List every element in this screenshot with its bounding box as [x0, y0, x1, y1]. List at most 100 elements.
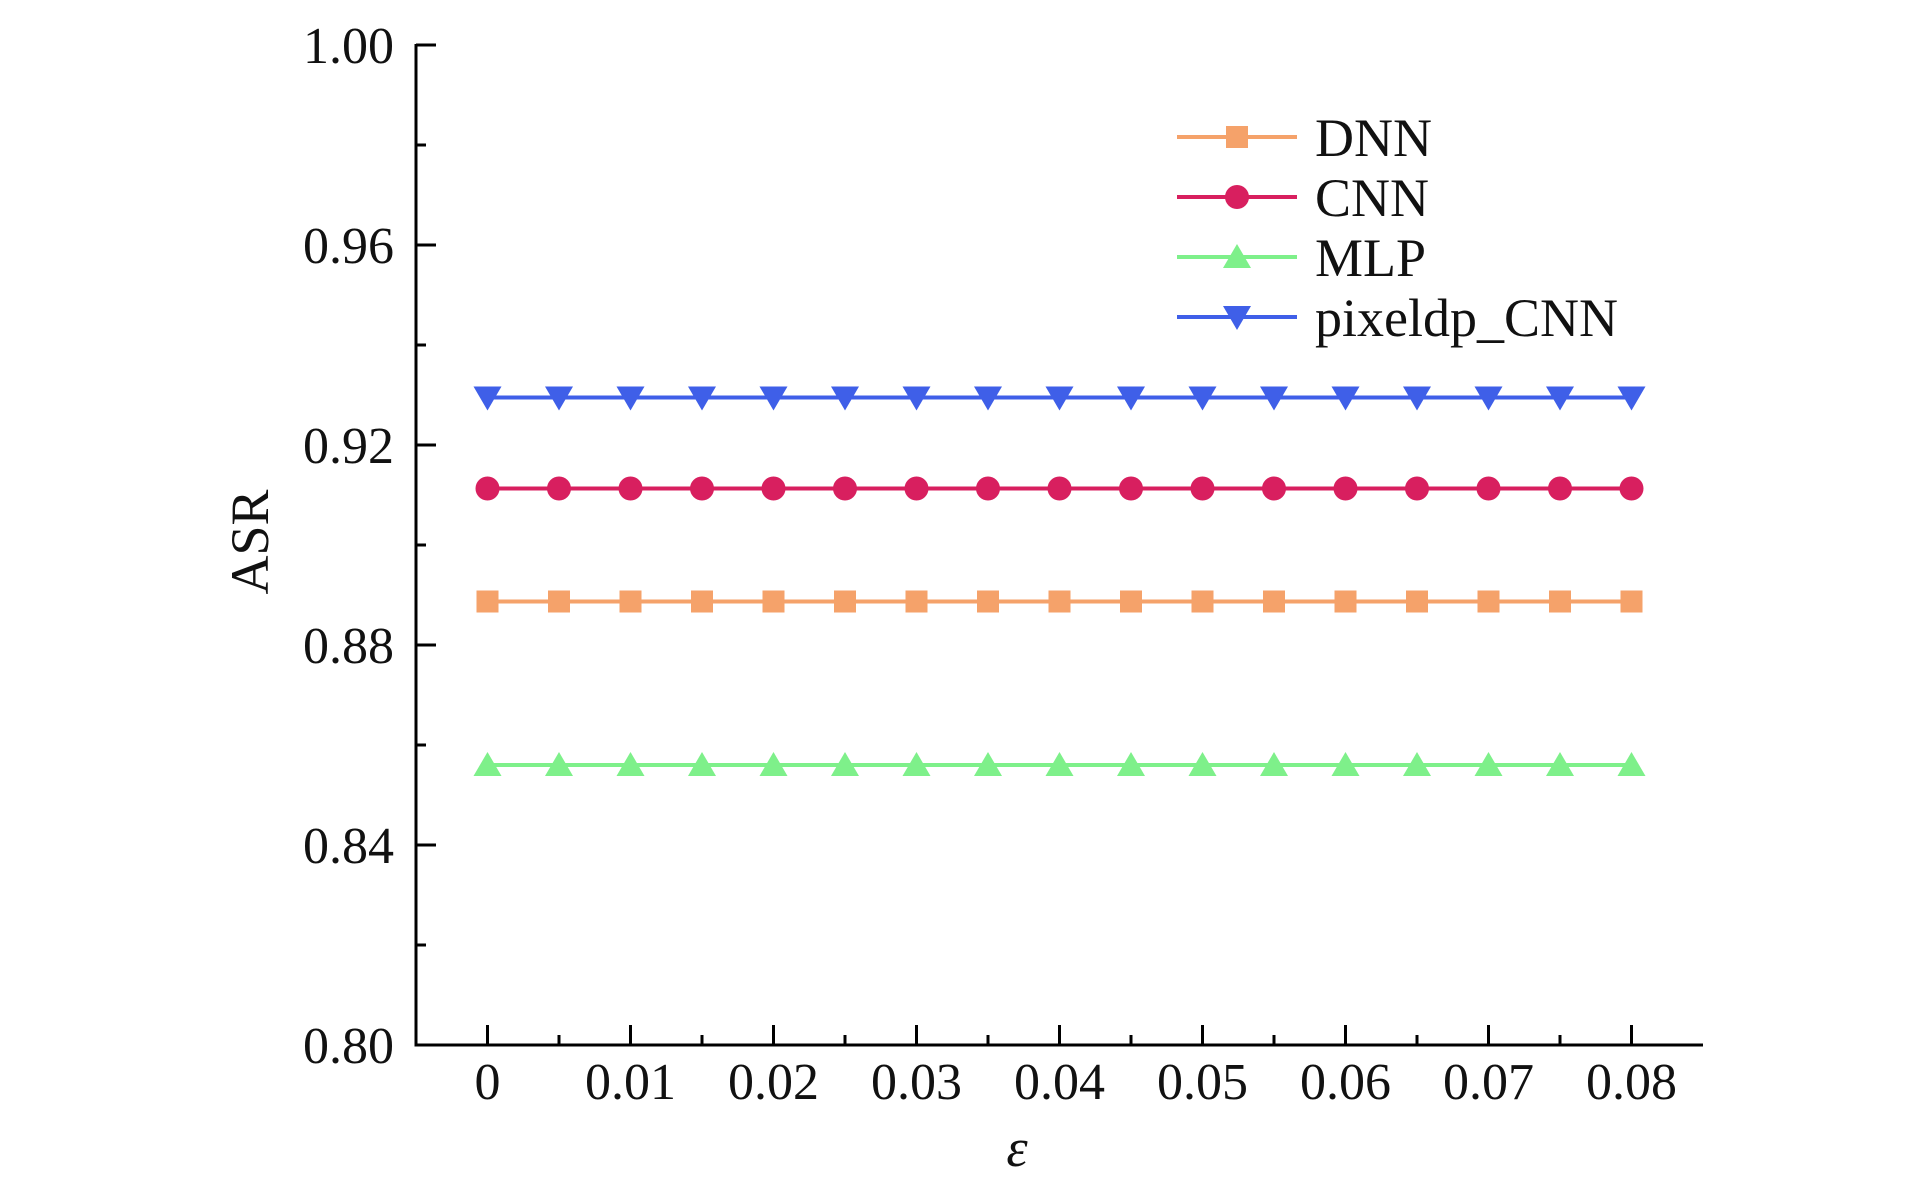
data-point-cnn: [690, 476, 714, 501]
data-point-pixeldp-cnn: [1546, 386, 1574, 411]
data-point-pixeldp-cnn: [902, 386, 931, 411]
legend-marker-cnn: [1225, 185, 1249, 209]
data-point-pixeldp-cnn: [1331, 386, 1360, 411]
y-tick-label: 1.00: [303, 18, 394, 75]
data-point-pixeldp-cnn: [1188, 386, 1217, 411]
data-point-dnn: [977, 590, 999, 613]
data-point-dnn: [1620, 590, 1643, 613]
legend-item-mlp: MLP: [1177, 228, 1426, 288]
data-point-dnn: [1549, 590, 1571, 613]
legend-label-pixeldp-cnn: pixeldp_CNN: [1315, 288, 1618, 348]
data-point-dnn: [1048, 590, 1071, 613]
data-point-dnn: [619, 590, 642, 613]
legend-item-pixeldp-cnn: pixeldp_CNN: [1177, 288, 1618, 348]
data-point-cnn: [1476, 476, 1501, 501]
x-tick-label: 0.08: [1586, 1054, 1677, 1111]
series-layer: [473, 386, 1646, 776]
data-point-mlp: [1546, 752, 1574, 776]
data-point-pixeldp-cnn: [831, 386, 859, 411]
data-point-mlp: [831, 752, 859, 776]
data-point-mlp: [1331, 752, 1360, 776]
data-point-pixeldp-cnn: [1260, 386, 1288, 411]
data-point-dnn: [1406, 590, 1428, 613]
legend-item-dnn: DNN: [1177, 108, 1432, 168]
y-tick-label: 0.84: [303, 818, 394, 875]
data-point-mlp: [1188, 752, 1217, 776]
data-point-mlp: [473, 752, 502, 776]
data-point-mlp: [1474, 752, 1503, 776]
data-point-mlp: [1617, 752, 1646, 776]
data-point-cnn: [1333, 476, 1358, 501]
legend-item-cnn: CNN: [1177, 168, 1429, 228]
series-dnn: [476, 590, 1643, 613]
legend-label-dnn: DNN: [1315, 108, 1432, 168]
x-axis-title: ε: [1006, 1118, 1028, 1178]
legend-marker-mlp: [1223, 244, 1251, 268]
data-point-pixeldp-cnn: [759, 386, 788, 411]
x-tick-label: 0.03: [871, 1054, 962, 1111]
data-point-mlp: [1117, 752, 1145, 776]
data-point-pixeldp-cnn: [1045, 386, 1074, 411]
data-point-dnn: [1120, 590, 1142, 613]
x-tick-label: 0.04: [1014, 1054, 1105, 1111]
data-point-dnn: [548, 590, 570, 613]
data-point-cnn: [1548, 476, 1572, 501]
data-point-cnn: [618, 476, 643, 501]
series-cnn: [475, 476, 1644, 501]
data-point-dnn: [476, 590, 499, 613]
legend-marker-pixeldp-cnn: [1223, 306, 1251, 330]
data-point-pixeldp-cnn: [1474, 386, 1503, 411]
data-point-pixeldp-cnn: [1403, 386, 1431, 411]
y-tick-label: 0.88: [303, 618, 394, 675]
data-point-cnn: [1190, 476, 1215, 501]
x-tick-label: 0.07: [1443, 1054, 1534, 1111]
y-tick-label: 0.96: [303, 218, 394, 275]
series-pixeldp-cnn: [473, 386, 1646, 411]
data-point-pixeldp-cnn: [1617, 386, 1646, 411]
data-point-mlp: [616, 752, 645, 776]
data-point-dnn: [762, 590, 785, 613]
data-point-mlp: [1403, 752, 1431, 776]
data-point-pixeldp-cnn: [1117, 386, 1145, 411]
data-point-pixeldp-cnn: [473, 386, 502, 411]
data-point-dnn: [1263, 590, 1285, 613]
legend-label-cnn: CNN: [1315, 168, 1429, 228]
data-point-mlp: [1045, 752, 1074, 776]
data-point-cnn: [475, 476, 500, 501]
legend-label-mlp: MLP: [1315, 228, 1426, 288]
data-point-cnn: [833, 476, 857, 501]
series-mlp: [473, 752, 1646, 776]
x-tick-label: 0: [475, 1054, 501, 1111]
data-point-mlp: [545, 752, 573, 776]
data-point-mlp: [1260, 752, 1288, 776]
data-point-pixeldp-cnn: [974, 386, 1002, 411]
y-axis-title: ASR: [220, 489, 280, 594]
legend-marker-dnn: [1226, 126, 1248, 148]
y-tick-label: 0.92: [303, 418, 394, 475]
data-point-dnn: [1191, 590, 1214, 613]
data-point-pixeldp-cnn: [545, 386, 573, 411]
data-point-pixeldp-cnn: [616, 386, 645, 411]
data-point-cnn: [904, 476, 929, 501]
x-tick-label: 0.06: [1300, 1054, 1391, 1111]
data-point-cnn: [976, 476, 1000, 501]
data-point-cnn: [1619, 476, 1644, 501]
data-point-pixeldp-cnn: [688, 386, 716, 411]
data-point-dnn: [834, 590, 856, 613]
axes: 0.80 0.84 0.88 0.92 0.96 1.00 0 0.01 0.02 0.03 0.0…: [303, 18, 1703, 1111]
data-point-cnn: [1119, 476, 1143, 501]
data-point-cnn: [1262, 476, 1286, 501]
y-tick-label: 0.80: [303, 1018, 394, 1075]
data-point-dnn: [905, 590, 928, 613]
data-point-dnn: [1334, 590, 1357, 613]
x-tick-label: 0.05: [1157, 1054, 1248, 1111]
x-tick-label: 0.01: [585, 1054, 676, 1111]
data-point-cnn: [761, 476, 786, 501]
data-point-mlp: [688, 752, 716, 776]
data-point-mlp: [974, 752, 1002, 776]
data-point-cnn: [1405, 476, 1429, 501]
x-tick-label: 0.02: [728, 1054, 819, 1111]
